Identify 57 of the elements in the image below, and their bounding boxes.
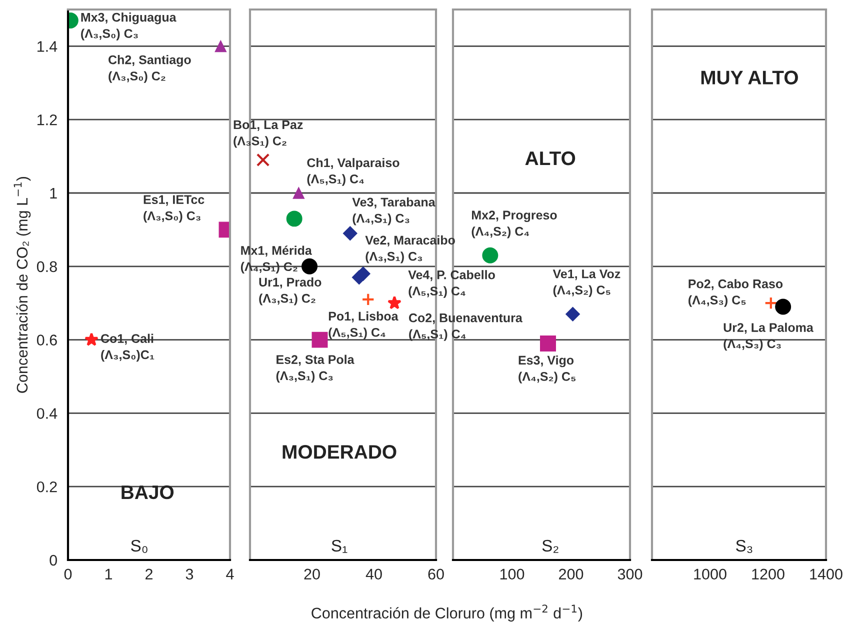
- annotation: Es3, Vigo (Λ₄,S₂) C₅: [518, 355, 576, 384]
- annotation: Es2, Sta Pola (Λ₃,S₁) C₃: [276, 354, 354, 383]
- x-axis-title: Concentración de Cloruro (mg m$^{−2}$ d$^{−1}$): [312, 604, 582, 622]
- annotation: Co2, Buenaventura (Λ₅,S₁) C₄: [408, 313, 522, 341]
- point: [292, 187, 305, 199]
- x-tick-label: 3: [186, 568, 194, 580]
- annotation: Ur1, Prado (Λ₃,S₁) C₂: [259, 277, 322, 306]
- x-tick-label: 1: [105, 568, 112, 580]
- x-tick-label: 0: [64, 568, 72, 580]
- point: [256, 153, 270, 167]
- point: [342, 226, 358, 241]
- annotation: Po2, Cabo Raso (Λ₄,S₃) C₅: [688, 279, 783, 307]
- x-tick-label: 20: [304, 568, 320, 580]
- x-tick-label: 200: [559, 568, 584, 580]
- y-tick-label: 0.2: [36, 481, 57, 492]
- annotation: BAJO: [122, 485, 174, 500]
- annotation: Po1, Lisboa (Λ₅,S₁) C₄: [328, 311, 398, 340]
- point: [362, 292, 375, 306]
- x-tick-label: 2: [146, 568, 152, 580]
- y-tick-label: 1: [50, 188, 57, 199]
- x-tick-label: 1400: [810, 568, 842, 580]
- x-tick-label: 100: [500, 568, 524, 580]
- x-tick-label: 1200: [752, 568, 784, 580]
- point: [302, 258, 318, 274]
- y-tick-label: 1.4: [38, 41, 58, 52]
- annotation: Ve3, Tarabana (Λ₄,S₁) C₃: [352, 197, 436, 226]
- annotation: Ve4, P. Cabello (Λ₅,S₁) C₄: [408, 270, 495, 298]
- annotation: Mx3, Chiguagua (Λ₃,S₀) C₃: [81, 12, 176, 40]
- annotation: Ur2, La Paloma (Λ₄,S₃) C₃: [724, 322, 814, 351]
- annotation: MUY ALTO: [701, 70, 798, 84]
- annotation: Ch1, Valparaiso (Λ₅,S₁) C₄: [307, 158, 400, 186]
- annotation: MODERADO: [282, 445, 396, 459]
- annotation: Ve1, La Voz (Λ₄,S₂) C₅: [552, 270, 620, 297]
- y-tick-label: 0: [50, 554, 57, 566]
- y-tick-label: 0.8: [36, 261, 57, 272]
- point: [286, 210, 302, 227]
- annotation: S₁: [332, 540, 348, 553]
- annotation: Bo1, La Paz (Λ₃S₁) C₂: [234, 120, 303, 148]
- x-tick-label: 60: [428, 568, 444, 580]
- y-axis-title: Concentración de CO₂ (mg L$^{−1}$): [14, 176, 31, 393]
- x-tick-label: 4: [226, 568, 234, 580]
- point: [312, 332, 328, 348]
- annotation: Ve2, Maracaibo (Λ₃,S₁) C₃: [365, 235, 455, 264]
- x-tick-label: 300: [618, 568, 642, 580]
- annotation: Es1, IETcc (Λ₃,S₀) C₃: [144, 195, 204, 223]
- x-tick-label: 1000: [694, 568, 726, 580]
- y-tick-label: 1.2: [38, 114, 57, 126]
- annotation: S₃: [736, 540, 752, 553]
- annotation: S₀: [131, 540, 148, 553]
- point: [387, 296, 402, 310]
- annotation: Ch2, Santiago (Λ₃,S₀) C₂: [108, 55, 191, 83]
- annotation: ALTO: [525, 151, 576, 166]
- x-tick-label: 40: [366, 568, 382, 580]
- y-tick-label: 0.6: [36, 334, 57, 346]
- y-tick-label: 0.4: [36, 408, 58, 419]
- annotation: S₂: [542, 540, 558, 553]
- annotation: Mx2, Progreso (Λ₄,S₂) C₄: [472, 210, 557, 238]
